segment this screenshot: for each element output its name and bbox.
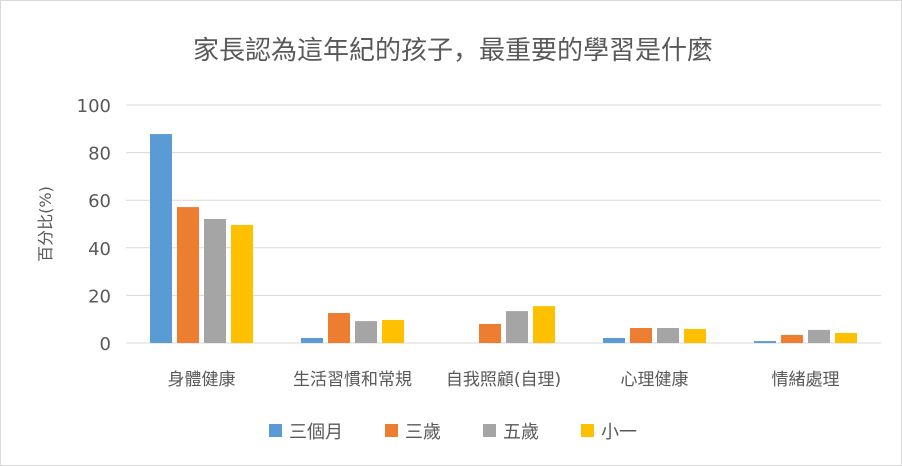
bar (328, 313, 350, 343)
bar (479, 323, 501, 343)
bar (630, 328, 652, 343)
y-tick-label: 60 (88, 191, 111, 212)
y-axis-label: 百分比(%) (36, 186, 55, 262)
bar (603, 338, 625, 343)
bar (204, 219, 226, 343)
x-tick-label: 身體健康 (168, 370, 236, 390)
bar (506, 311, 528, 343)
legend-label: 小一 (601, 422, 637, 443)
bar (150, 134, 172, 343)
bar (301, 338, 323, 343)
legend-swatch (269, 424, 282, 437)
x-tick-label: 情緒處理 (772, 370, 840, 390)
y-tick-label: 20 (88, 286, 111, 307)
x-tick-label: 心理健康 (621, 370, 689, 390)
y-tick-label: 100 (77, 96, 111, 117)
x-tick-label: 生活習慣和常規 (293, 370, 412, 390)
bar (231, 224, 253, 343)
bar (684, 328, 706, 343)
bar (533, 306, 555, 343)
bar (177, 207, 199, 343)
bar (355, 321, 377, 343)
chart-title: 家長認為這年紀的孩子，最重要的學習是什麼 (193, 36, 713, 66)
bar (382, 319, 404, 343)
bar (835, 333, 857, 343)
bar (657, 328, 679, 343)
y-tick-label: 40 (88, 239, 111, 260)
legend-label: 五歲 (503, 422, 539, 443)
bar (754, 341, 776, 343)
y-tick-label: 0 (100, 334, 111, 355)
legend-swatch (385, 424, 398, 437)
bar (781, 334, 803, 343)
bar (808, 329, 830, 343)
legend-swatch (581, 424, 594, 437)
legend-label: 三個月 (289, 422, 343, 443)
legend-swatch (483, 424, 496, 437)
x-tick-label: 自我照顧(自理) (446, 370, 561, 390)
y-tick-label: 80 (88, 144, 111, 165)
legend-label: 三歲 (405, 422, 441, 443)
